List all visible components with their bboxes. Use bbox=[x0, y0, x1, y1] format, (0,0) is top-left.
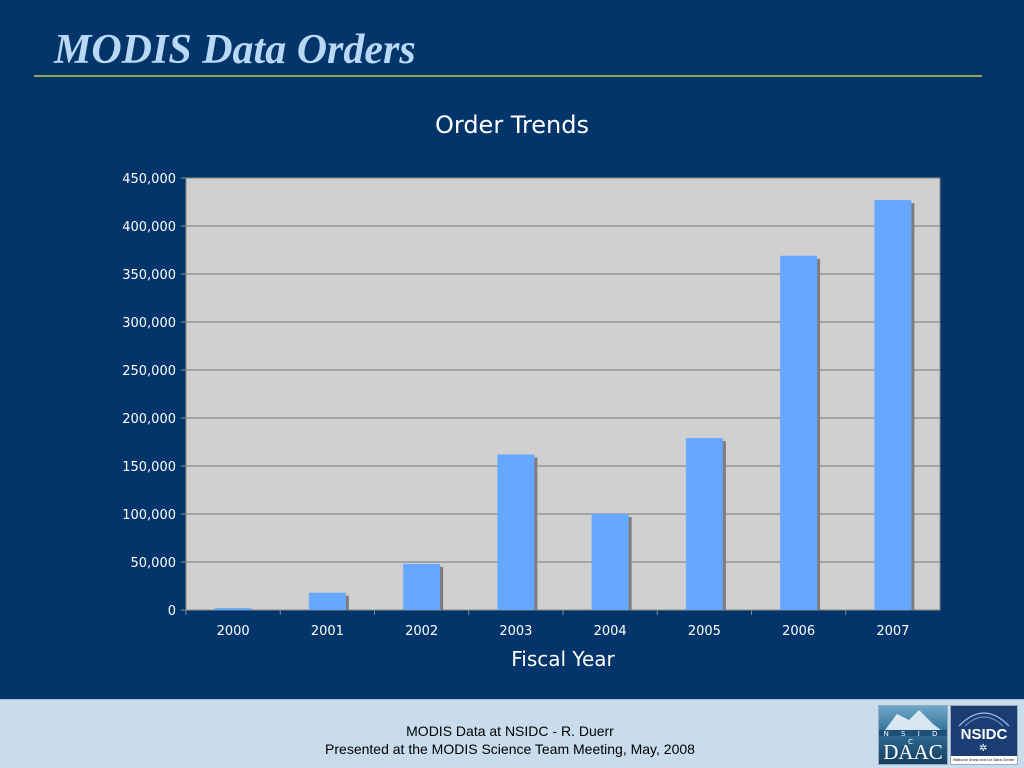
bar-2003 bbox=[497, 454, 535, 610]
bar-2000 bbox=[214, 608, 252, 610]
y-tick-label: 350,000 bbox=[122, 268, 176, 283]
nsidc-logo-subtext: National Snow and Ice Data Center bbox=[951, 756, 1017, 764]
iceberg-icon bbox=[879, 710, 947, 736]
snowflake-icon: ✲ bbox=[979, 743, 988, 754]
y-tick-label: 150,000 bbox=[122, 460, 176, 475]
globe-arc-icon bbox=[958, 712, 1010, 727]
y-tick-label: 450,000 bbox=[122, 172, 176, 187]
y-axis-ticks: 0 50,000 100,000 150,000 200,000 250,000 300,0… bbox=[122, 172, 186, 619]
x-axis-ticks: 2000 2001 2002 2003 2004 2005 2006 2007 bbox=[185, 610, 909, 639]
bar-2002 bbox=[403, 563, 441, 610]
bar-2007 bbox=[874, 200, 912, 610]
x-tick-label: 2006 bbox=[782, 624, 815, 639]
footer-presentation-line: Presented at the MODIS Science Team Meet… bbox=[325, 741, 695, 757]
bar-2006 bbox=[780, 255, 818, 610]
bar-2001 bbox=[308, 592, 346, 610]
daac-logo-small-text: N S I D C bbox=[883, 730, 943, 746]
nsidc-daac-logo: N S I D C DAAC bbox=[878, 705, 948, 765]
plot-area bbox=[185, 177, 941, 611]
order-trends-chart: Order Trends 0 50,000 100,000 150,000 200,00… bbox=[122, 111, 941, 671]
y-tick-label: 200,000 bbox=[122, 412, 176, 427]
chart-title: Order Trends bbox=[435, 111, 589, 139]
y-tick-label: 0 bbox=[168, 604, 176, 619]
nsidc-logo: NSIDC ✲ National Snow and Ice Data Cente… bbox=[950, 705, 1018, 765]
x-tick-label: 2000 bbox=[217, 624, 250, 639]
daac-logo-text: DAAC bbox=[883, 740, 943, 764]
bar-2004 bbox=[591, 514, 629, 610]
nsidc-logo-text: NSIDC bbox=[960, 726, 1008, 743]
x-tick-label: 2004 bbox=[594, 624, 627, 639]
x-tick-label: 2001 bbox=[311, 624, 344, 639]
slide-title: MODIS Data Orders bbox=[54, 27, 416, 73]
y-tick-label: 300,000 bbox=[122, 316, 176, 331]
y-tick-label: 50,000 bbox=[131, 556, 177, 571]
title-divider bbox=[34, 75, 982, 77]
x-tick-label: 2007 bbox=[876, 624, 909, 639]
y-tick-label: 100,000 bbox=[122, 508, 176, 523]
x-axis-label: Fiscal Year bbox=[511, 647, 615, 671]
bar-2005 bbox=[685, 438, 723, 610]
footer: MODIS Data at NSIDC - R. Duerr Presented… bbox=[0, 699, 1024, 768]
footer-author-line: MODIS Data at NSIDC - R. Duerr bbox=[406, 723, 614, 739]
x-tick-label: 2002 bbox=[405, 624, 438, 639]
x-tick-label: 2003 bbox=[499, 624, 532, 639]
y-tick-label: 400,000 bbox=[122, 220, 176, 235]
y-tick-label: 250,000 bbox=[122, 364, 176, 379]
bars bbox=[214, 200, 915, 610]
x-tick-label: 2005 bbox=[688, 624, 721, 639]
